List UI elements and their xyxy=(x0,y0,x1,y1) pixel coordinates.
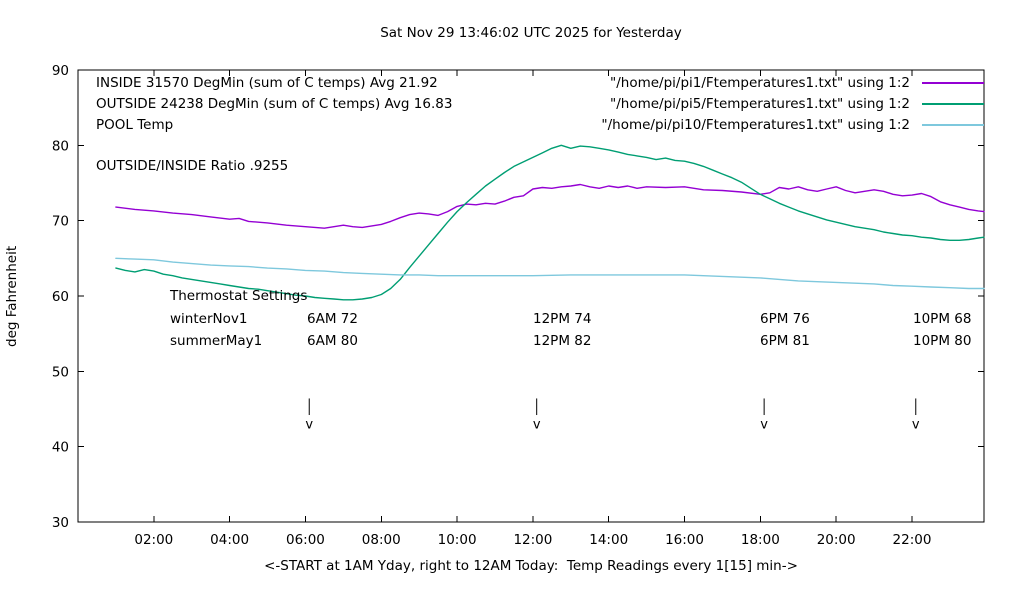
legend-file-outside: "/home/pi/pi5/Ftemperatures1.txt" using … xyxy=(610,95,910,112)
legend-label-inside: INSIDE 31570 DegMin (sum of C temps) Avg… xyxy=(96,74,438,91)
x-tick-label: 20:00 xyxy=(817,532,856,548)
legend-file-inside: "/home/pi/pi1/Ftemperatures1.txt" using … xyxy=(610,74,910,91)
y-tick-label: 70 xyxy=(52,214,69,230)
y-tick-label: 80 xyxy=(52,138,69,154)
x-tick-label: 14:00 xyxy=(589,532,628,548)
x-tick-label: 22:00 xyxy=(893,532,932,548)
x-tick-label: 08:00 xyxy=(362,532,401,548)
x-tick-label: 16:00 xyxy=(665,532,704,548)
x-tick-label: 18:00 xyxy=(741,532,780,548)
series-line-outside xyxy=(115,144,985,301)
outside-inside-ratio-text: OUTSIDE/INSIDE Ratio .9255 xyxy=(96,158,289,174)
chart-title: Sat Nov 29 13:46:02 UTC 2025 for Yesterd… xyxy=(380,25,682,41)
legend: INSIDE 31570 DegMin (sum of C temps) Avg… xyxy=(96,72,984,135)
legend-label-outside: OUTSIDE 24238 DegMin (sum of C temps) Av… xyxy=(96,95,453,112)
x-axis-caption: <-START at 1AM Yday, right to 12AM Today… xyxy=(264,558,798,574)
arrow-head: v xyxy=(760,418,768,433)
y-tick-label: 40 xyxy=(52,440,69,456)
thermostat-winter-6am: 6AM 72 xyxy=(307,311,358,327)
thermostat-summer-10pm: 10PM 80 xyxy=(913,333,972,349)
arrow-head: v xyxy=(912,418,920,433)
x-tick-label: 12:00 xyxy=(513,532,552,548)
thermostat-winter-name: winterNov1 xyxy=(170,311,248,327)
thermostat-winter-10pm: 10PM 68 xyxy=(913,311,972,327)
thermostat-summer-name: summerMay1 xyxy=(170,333,263,349)
y-tick-label: 60 xyxy=(52,289,69,305)
legend-label-pool: POOL Temp xyxy=(96,116,174,133)
legend-row-inside: INSIDE 31570 DegMin (sum of C temps) Avg… xyxy=(96,72,984,93)
thermostat-summer-6am: 6AM 80 xyxy=(307,333,358,349)
thermostat-settings-title: Thermostat Settings xyxy=(170,288,308,304)
legend-file-pool: "/home/pi/pi10/Ftemperatures1.txt" using… xyxy=(601,116,910,133)
series-line-pool xyxy=(115,257,985,290)
y-tick-label: 50 xyxy=(52,364,69,380)
legend-row-outside: OUTSIDE 24238 DegMin (sum of C temps) Av… xyxy=(96,93,984,114)
y-tick-label: 90 xyxy=(52,63,69,79)
legend-line-sample-inside xyxy=(922,81,984,84)
legend-line-sample-pool xyxy=(922,123,984,126)
legend-row-pool: POOL Temp "/home/pi/pi10/Ftemperatures1.… xyxy=(96,114,984,135)
x-tick-label: 02:00 xyxy=(134,532,173,548)
x-tick-label: 06:00 xyxy=(286,532,325,548)
thermostat-winter-6pm: 6PM 76 xyxy=(760,311,810,327)
thermostat-summer-12pm: 12PM 82 xyxy=(533,333,592,349)
thermostat-summer-6pm: 6PM 81 xyxy=(760,333,810,349)
y-axis-label: deg Fahrenheit xyxy=(4,245,20,347)
x-tick-label: 04:00 xyxy=(210,532,249,548)
thermostat-winter-12pm: 12PM 74 xyxy=(533,311,592,327)
arrow-head: v xyxy=(305,418,313,433)
arrow-head: v xyxy=(533,418,541,433)
legend-line-sample-outside xyxy=(922,102,984,105)
series-line-inside xyxy=(115,183,985,229)
y-tick-label: 30 xyxy=(52,515,69,531)
x-tick-label: 10:00 xyxy=(438,532,477,548)
